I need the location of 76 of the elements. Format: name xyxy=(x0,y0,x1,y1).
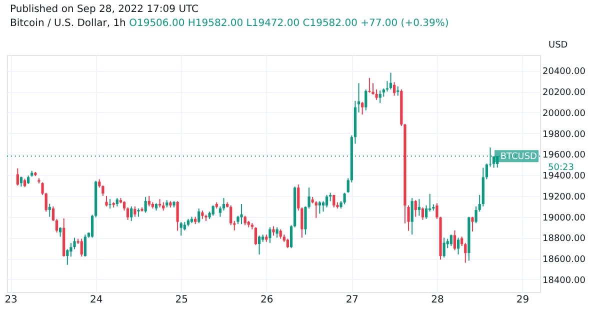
x-tick-label: 23 xyxy=(4,294,18,306)
candlestick xyxy=(244,215,246,226)
x-tick-label: 27 xyxy=(346,294,359,306)
candlestick xyxy=(180,222,182,236)
candlestick xyxy=(410,198,414,236)
y-tick-label: 18400.00 xyxy=(542,276,586,286)
candlestick xyxy=(268,226,272,244)
candlestick xyxy=(361,101,364,116)
y-tick-label: 19000.00 xyxy=(542,213,586,224)
candlestick xyxy=(240,203,243,225)
candlestick xyxy=(59,226,62,238)
candlestick xyxy=(357,82,360,113)
candlestick xyxy=(396,86,400,96)
candlestick xyxy=(456,237,460,255)
candlestick xyxy=(230,204,232,226)
y-tick-label: 20400.00 xyxy=(542,67,586,78)
y-tick-label: 20200.00 xyxy=(542,88,586,98)
candlestick xyxy=(20,176,23,188)
y-tick-label: 19600.00 xyxy=(542,150,586,161)
candlestick xyxy=(442,237,446,258)
x-tick-label: 24 xyxy=(90,294,103,306)
candlestick xyxy=(66,248,69,266)
x-tick-label: 26 xyxy=(260,294,274,306)
candlestick xyxy=(314,200,318,218)
candlestick xyxy=(84,234,86,257)
candlestick xyxy=(198,208,200,224)
candlestick xyxy=(322,200,325,212)
candlestick xyxy=(108,198,112,209)
candlestick xyxy=(421,206,424,220)
x-tick-label: 29 xyxy=(516,294,530,306)
y-tick-label: 18600.00 xyxy=(542,255,586,266)
candlestick xyxy=(418,198,420,216)
candlestick xyxy=(279,228,282,240)
candlestick xyxy=(364,88,368,111)
candlestick xyxy=(176,200,179,232)
candlestick xyxy=(144,196,147,214)
y-tick-label: 19200.00 xyxy=(542,192,586,202)
candlestick xyxy=(105,195,108,207)
candlestick xyxy=(318,200,321,214)
candlestick xyxy=(471,216,474,232)
candlestick xyxy=(332,194,336,208)
candlestick xyxy=(414,200,417,218)
candlestick xyxy=(378,90,382,104)
candlestick xyxy=(389,72,392,90)
candlestick xyxy=(212,204,214,216)
x-tick-label: 25 xyxy=(175,294,188,306)
candlestick xyxy=(48,203,51,218)
y-tick-label: 18800.00 xyxy=(542,234,586,244)
candlestick xyxy=(16,168,19,186)
x-tick-label: 28 xyxy=(431,294,444,306)
candlestick xyxy=(254,226,258,246)
candlestick xyxy=(258,235,261,256)
text: 50:23 xyxy=(548,163,574,174)
y-tick-label: 19400.00 xyxy=(542,172,586,182)
candlestick xyxy=(343,192,346,205)
candlestick xyxy=(424,204,428,220)
candlestick xyxy=(222,198,226,212)
candlestick xyxy=(450,234,452,247)
candlestick xyxy=(134,206,136,218)
candlestick xyxy=(393,82,396,96)
chart-title: Bitcoin / U.S. Dollar, 1h xyxy=(10,18,126,29)
candlestick xyxy=(453,230,456,251)
y-tick-label: 20000.00 xyxy=(542,108,586,119)
y-axis-title: USD xyxy=(548,40,568,50)
candlestick xyxy=(368,77,371,94)
text: O19506.00 H19582.00 L19472.00 C19582.00 +77.00 (+0.39%) xyxy=(129,18,449,29)
candlestick xyxy=(148,195,150,207)
ref-line-label: BTCUSD xyxy=(500,152,538,162)
candlestick xyxy=(218,206,222,218)
candlestick xyxy=(272,226,275,236)
candlestick xyxy=(80,238,83,257)
text: Published on Sep 28, 2022 17:09 UTC xyxy=(10,3,200,17)
candlestick xyxy=(286,238,290,249)
candlestick xyxy=(326,194,328,208)
y-tick-label: 19800.00 xyxy=(542,130,586,140)
candlestick xyxy=(130,206,133,222)
